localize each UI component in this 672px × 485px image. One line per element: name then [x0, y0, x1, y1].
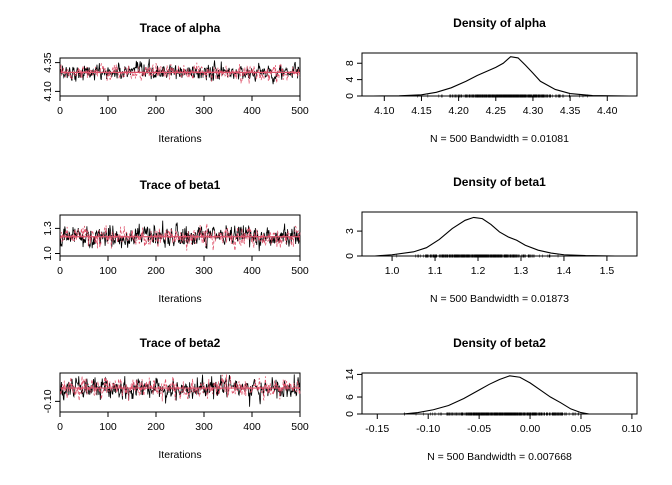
x-tick-label: 500 — [291, 105, 309, 117]
x-tick-label: 200 — [147, 421, 165, 433]
density-curve — [373, 56, 630, 97]
x-tick-label: 1.2 — [471, 265, 486, 277]
x-tick-label: 0 — [57, 421, 63, 433]
panel-title: Trace of alpha — [140, 21, 221, 35]
panel-4: Density of beta1 1.0 1.1 1.2 1.3 1.4 1.5 0 3 N = … — [344, 175, 638, 305]
x-tick-label: 0 — [57, 105, 63, 117]
x-tick-label: 0.00 — [520, 423, 541, 435]
x-axis-label: N = 500 Bandwidth = 0.01081 — [430, 133, 569, 145]
x-tick-label: 4.30 — [523, 105, 544, 117]
panel-1: Trace of alpha 0 100 200 300 400 500 4.10 4.35 It… — [42, 21, 309, 145]
x-tick-label: 0 — [57, 265, 63, 277]
panel-title: Density of alpha — [453, 16, 546, 30]
panel-title: Trace of beta1 — [140, 178, 221, 192]
x-tick-label: 4.40 — [597, 105, 618, 117]
x-tick-label: 1.1 — [428, 265, 443, 277]
x-tick-label: 300 — [195, 265, 213, 277]
x-tick-label: 400 — [243, 105, 261, 117]
x-tick-label: 4.10 — [374, 105, 395, 117]
panel-5: Trace of beta2 0 100 200 300 400 500 -0.10 Itera… — [42, 336, 309, 461]
panel-title: Trace of beta2 — [140, 336, 221, 350]
x-tick-label: 1.4 — [557, 265, 572, 277]
x-tick-label: 500 — [291, 265, 309, 277]
y-tick-label: 3 — [344, 228, 356, 234]
x-tick-label: 400 — [243, 421, 261, 433]
x-tick-label: 4.25 — [486, 105, 507, 117]
trace-line-chain-1 — [60, 374, 301, 407]
x-tick-label: 100 — [99, 105, 117, 117]
x-tick-label: 100 — [99, 421, 117, 433]
x-tick-label: 300 — [195, 421, 213, 433]
y-tick-label: 4.35 — [42, 52, 54, 73]
plot-frame — [361, 211, 638, 257]
x-tick-label: 100 — [99, 265, 117, 277]
x-tick-label: 1.0 — [385, 265, 400, 277]
x-tick-label: 200 — [147, 105, 165, 117]
x-tick-label: 4.15 — [411, 105, 432, 117]
trace-line-chain-1 — [60, 220, 301, 252]
trace-line-chain-2 — [60, 374, 301, 402]
x-axis-label: N = 500 Bandwidth = 0.01873 — [430, 293, 569, 305]
x-tick-label: -0.05 — [467, 423, 491, 435]
x-tick-label: 1.5 — [600, 265, 615, 277]
y-tick-label: 0 — [344, 253, 356, 259]
rug-marks — [396, 254, 559, 258]
density-curve — [374, 216, 616, 257]
plot-frame — [59, 57, 301, 97]
x-tick-label: 1.3 — [514, 265, 529, 277]
panel-3: Trace of beta1 0 100 200 300 400 500 1.0 1.3 Iter… — [42, 178, 309, 305]
x-tick-label: 400 — [243, 265, 261, 277]
panel-title: Density of beta1 — [453, 175, 546, 189]
y-tick-label: 0 — [344, 93, 356, 99]
x-tick-label: -0.10 — [416, 423, 440, 435]
y-tick-label: 14 — [344, 368, 356, 380]
y-tick-label: 8 — [344, 60, 356, 66]
panel-title: Density of beta2 — [453, 336, 546, 350]
y-tick-label: 4.10 — [42, 81, 54, 102]
y-tick-label: 4 — [344, 77, 356, 83]
density-curve — [402, 375, 590, 415]
x-axis-label: Iterations — [158, 293, 201, 305]
rug-marks — [417, 94, 588, 98]
x-tick-label: 4.20 — [448, 105, 469, 117]
x-tick-label: 200 — [147, 265, 165, 277]
x-tick-label: 500 — [291, 421, 309, 433]
x-tick-label: 0.10 — [622, 423, 643, 435]
trace-line-chain-2 — [60, 62, 301, 84]
x-tick-label: -0.15 — [365, 423, 389, 435]
x-tick-label: 0.05 — [571, 423, 592, 435]
x-axis-label: Iterations — [158, 449, 201, 461]
y-tick-label: 0 — [344, 411, 356, 417]
y-tick-label: -0.10 — [42, 389, 54, 413]
x-axis-label: Iterations — [158, 133, 201, 145]
y-tick-label: 1.0 — [42, 246, 54, 261]
rug-marks — [404, 412, 579, 416]
x-tick-label: 4.35 — [560, 105, 581, 117]
x-tick-label: 300 — [195, 105, 213, 117]
panel-6: Density of beta2 -0.15 -0.10 -0.05 0.00 0.05 0… — [344, 336, 642, 463]
x-axis-label: N = 500 Bandwidth = 0.007668 — [427, 451, 572, 463]
panel-2: Density of alpha 4.10 4.15 4.20 4.25 4.30 4.35… — [344, 16, 638, 145]
y-tick-label: 6 — [344, 394, 356, 400]
plot-frame — [361, 52, 638, 97]
y-tick-label: 1.3 — [42, 221, 54, 236]
